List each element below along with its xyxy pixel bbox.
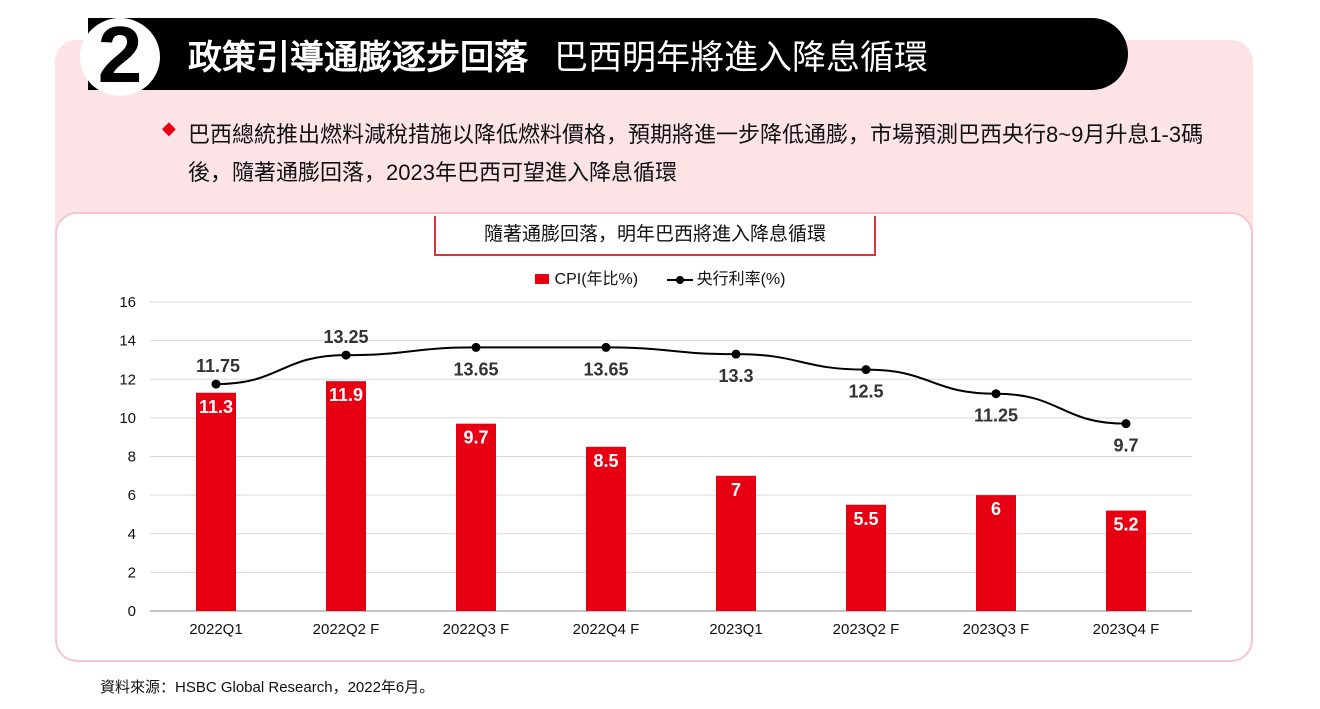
cpi-bar [846, 504, 886, 611]
x-tick-label: 2023Q4 F [1093, 621, 1160, 638]
rate-point [211, 379, 221, 389]
legend-rate: 央行利率(%) [696, 271, 786, 288]
chart-title: 隨著通膨回落，明年巴西將進入降息循環 [434, 216, 876, 256]
cpi-data-label: 6 [991, 499, 1001, 519]
rate-point [861, 365, 871, 375]
rate-point [471, 342, 481, 352]
source-note: 資料來源：HSBC Global Research，2022年6月。 [100, 679, 435, 696]
cpi-data-label: 11.9 [329, 385, 363, 405]
cpi-data-label: 9.7 [463, 428, 488, 448]
x-tick-label: 2022Q1 [189, 621, 242, 638]
y-tick-label: 4 [128, 526, 136, 543]
cpi-bar [716, 475, 756, 611]
y-tick-label: 0 [128, 603, 136, 620]
cpi-data-label: 5.2 [1113, 515, 1138, 535]
cpi-bar [586, 446, 626, 611]
cpi-bar [326, 381, 366, 611]
y-tick-label: 12 [119, 371, 136, 388]
legend-cpi: CPI(年比%) [554, 271, 639, 288]
y-tick-label: 2 [128, 564, 136, 581]
rate-data-label: 9.7 [1113, 436, 1138, 456]
cpi-data-label: 11.3 [199, 397, 233, 417]
rate-point [991, 389, 1001, 399]
cpi-bar [1106, 510, 1146, 611]
title-light: 巴西明年將進入降息循環 [554, 39, 928, 77]
y-tick-label: 14 [119, 333, 136, 350]
cpi-data-label: 5.5 [853, 509, 878, 529]
description: 巴西總統推出燃料減稅措施以降低燃料價格，預期將進一步降低通膨，市場預測巴西央行8… [188, 122, 1204, 185]
x-tick-label: 2023Q3 F [963, 621, 1030, 638]
title-bold: 政策引導通膨逐步回落 [188, 39, 528, 77]
header-bar [88, 18, 1128, 90]
x-tick-label: 2023Q2 F [833, 621, 900, 638]
legend-bar-swatch [534, 274, 549, 284]
x-tick-label: 2022Q3 F [443, 621, 510, 638]
y-tick-label: 8 [128, 449, 136, 466]
cpi-bar [456, 423, 496, 611]
rate-point [601, 342, 611, 352]
rate-data-label: 13.65 [583, 359, 628, 379]
legend-line-swatch [666, 275, 693, 284]
cpi-data-label: 7 [731, 480, 741, 500]
section-number: 2 [80, 15, 160, 96]
cpi-data-label: 8.5 [593, 451, 618, 471]
page-title: 政策引導通膨逐步回落 巴西明年將進入降息循環 [188, 30, 928, 79]
rate-data-label: 13.3 [718, 366, 753, 386]
rate-data-label: 11.75 [196, 356, 240, 376]
chart-card [55, 212, 1253, 662]
diamond-bullet-icon: ◆ [162, 118, 176, 138]
rate-point [341, 350, 351, 360]
cpi-bar [196, 392, 236, 611]
rate-line [215, 346, 1127, 425]
rate-point [731, 349, 741, 359]
rate-data-label: 12.5 [848, 382, 883, 402]
rate-data-label: 13.25 [323, 327, 368, 347]
rate-point [1121, 419, 1131, 429]
y-tick-label: 16 [119, 294, 136, 311]
x-tick-label: 2023Q1 [709, 621, 762, 638]
y-tick-label: 6 [128, 487, 136, 504]
rate-data-label: 11.25 [974, 406, 1018, 426]
cpi-bar [976, 495, 1016, 611]
x-tick-label: 2022Q4 F [573, 621, 640, 638]
x-tick-label: 2022Q2 F [313, 621, 380, 638]
chart-legend: CPI(年比%) 央行利率(%) [0, 265, 1320, 289]
rate-data-label: 13.65 [453, 359, 498, 379]
y-tick-label: 10 [119, 410, 136, 427]
